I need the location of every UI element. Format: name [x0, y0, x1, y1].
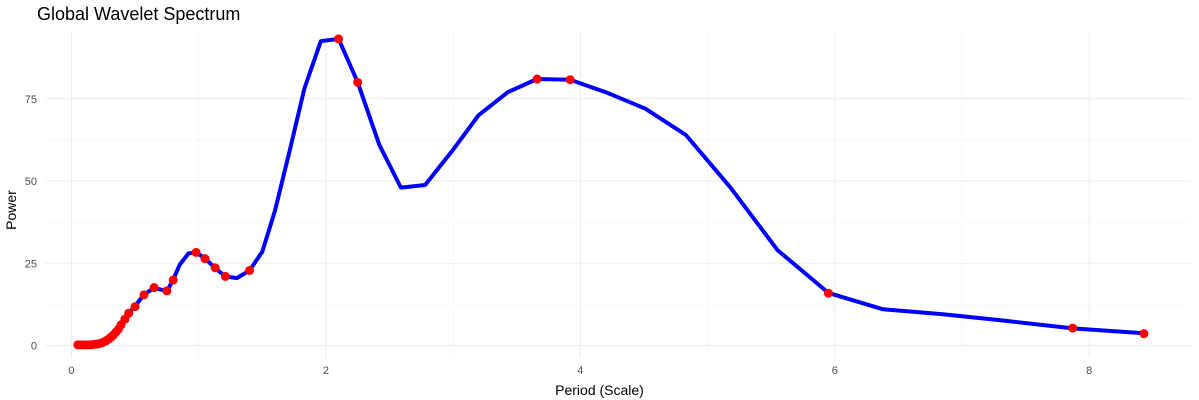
- grid-lines: [46, 32, 1191, 358]
- x-tick-labels: 0 2 4 6 8: [68, 365, 1092, 377]
- spectrum-points: [73, 34, 1149, 350]
- data-point: [532, 74, 542, 84]
- x-tick-label: 8: [1086, 365, 1092, 377]
- data-point: [124, 308, 134, 318]
- y-tick-label: 0: [31, 340, 37, 352]
- y-tick-label: 50: [25, 176, 37, 188]
- chart-title: Global Wavelet Spectrum: [37, 4, 241, 24]
- data-point: [245, 265, 255, 275]
- y-tick-label: 25: [25, 258, 37, 270]
- x-axis-title: Period (Scale): [555, 382, 644, 398]
- data-point: [210, 263, 220, 273]
- spectrum-line: [75, 36, 1146, 347]
- data-point: [353, 77, 363, 87]
- data-point: [334, 34, 344, 44]
- data-point: [1068, 323, 1078, 333]
- data-point: [149, 283, 159, 293]
- data-point: [200, 254, 210, 264]
- y-tick-labels: 0 25 50 75: [25, 94, 37, 353]
- data-point: [565, 75, 575, 85]
- y-axis-label: Power: [3, 190, 19, 230]
- x-tick-label: 6: [832, 365, 838, 377]
- x-tick-label: 4: [577, 365, 583, 377]
- y-axis-title: Power: [1, 190, 21, 230]
- data-point: [1139, 329, 1149, 339]
- data-point: [162, 286, 172, 296]
- x-tick-label: 2: [323, 365, 329, 377]
- data-point: [130, 302, 140, 312]
- data-point: [823, 288, 833, 298]
- data-point: [220, 271, 230, 281]
- data-point: [168, 275, 178, 285]
- x-tick-label: 0: [68, 365, 74, 377]
- y-tick-label: 75: [25, 94, 37, 106]
- data-point: [191, 247, 201, 257]
- data-point: [139, 290, 149, 300]
